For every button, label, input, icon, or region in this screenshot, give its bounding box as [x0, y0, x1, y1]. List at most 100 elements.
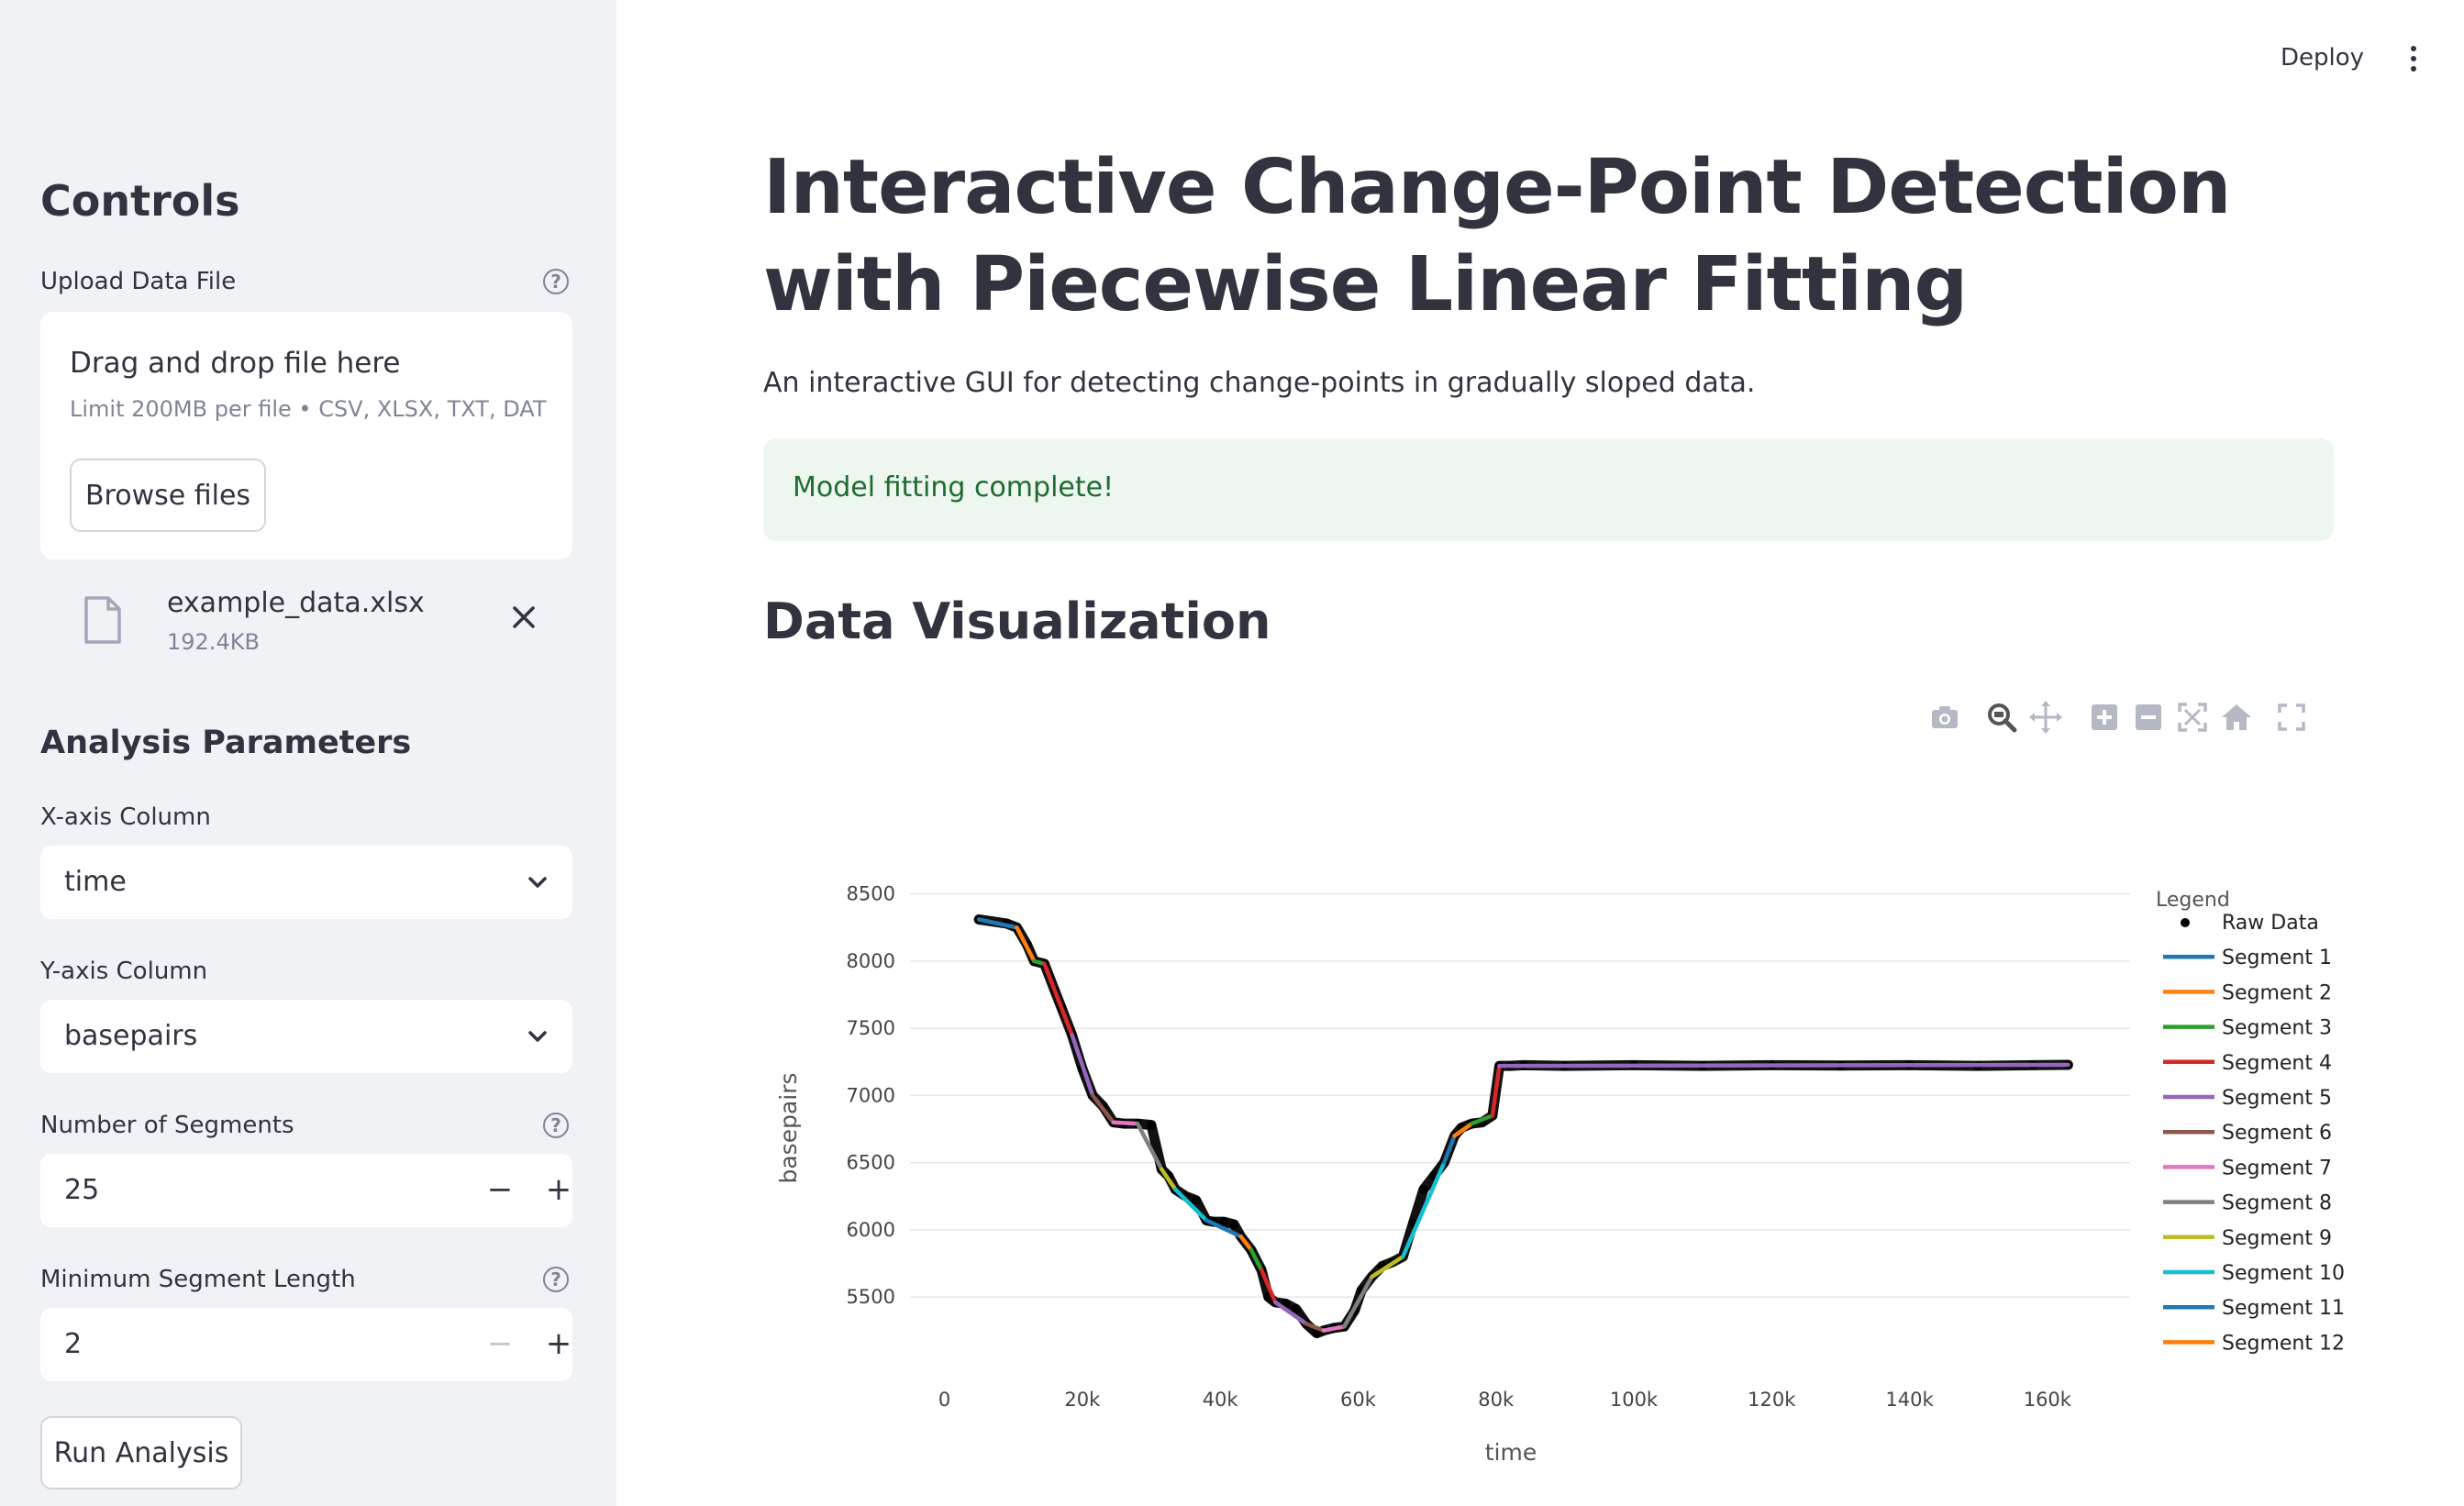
- y-tick-label: 6500: [847, 1152, 895, 1174]
- segment-line: [1452, 1121, 1474, 1138]
- run-analysis-button[interactable]: Run Analysis: [40, 1416, 242, 1489]
- segments-value[interactable]: 25: [64, 1174, 100, 1206]
- chart[interactable]: 5500 6000 6500 7000 7500 8000 8500 0 20k 40k 60k 8…: [763, 807, 2359, 1467]
- help-icon[interactable]: ?: [543, 269, 569, 294]
- segment-line: [1321, 1324, 1347, 1333]
- help-icon[interactable]: ?: [543, 1267, 569, 1292]
- deploy-button[interactable]: Deploy: [2281, 44, 2365, 72]
- increment-button[interactable]: +: [545, 1171, 572, 1208]
- camera-icon[interactable]: [1926, 699, 1963, 736]
- fullscreen-icon[interactable]: [2273, 699, 2310, 736]
- legend-item-label: Segment 7: [2222, 1157, 2332, 1179]
- decrement-button[interactable]: −: [486, 1171, 514, 1208]
- zoom-in-icon[interactable]: [2086, 699, 2123, 736]
- alert-text: Model fitting complete!: [793, 471, 1115, 504]
- chevron-down-icon: [528, 1031, 547, 1042]
- legend-item-label: Segment 4: [2222, 1052, 2332, 1075]
- sidebar: Controls Upload Data File ? Drag and dro…: [0, 0, 616, 1506]
- segment-line: [1160, 1167, 1178, 1192]
- min-length-value[interactable]: 2: [64, 1328, 83, 1360]
- dropzone-limit: Limit 200MB per file • CSV, XLSX, TXT, D…: [70, 396, 547, 422]
- legend-item-label: Raw Data: [2222, 912, 2319, 935]
- zoom-icon[interactable]: [1983, 699, 2020, 736]
- legend-item-label: Segment 3: [2222, 1017, 2332, 1040]
- segment-line: [976, 917, 1019, 930]
- raw-data-point: [1218, 1217, 1228, 1227]
- file-dropzone[interactable]: Drag and drop file here Limit 200MB per …: [40, 312, 572, 559]
- segments-label: Number of Segments: [40, 1112, 294, 1139]
- segment-line: [1204, 1218, 1243, 1239]
- controls-heading: Controls: [40, 176, 240, 226]
- reset-axes-icon[interactable]: [2218, 699, 2255, 736]
- analysis-heading: Analysis Parameters: [40, 725, 412, 761]
- decrement-button[interactable]: −: [486, 1325, 514, 1362]
- raw-data-point: [1291, 1304, 1301, 1314]
- legend-item-label: Segment 8: [2222, 1192, 2332, 1215]
- zoom-out-icon[interactable]: [2130, 699, 2167, 736]
- segment-line: [1304, 1322, 1326, 1333]
- segment-line: [1042, 961, 1074, 1037]
- legend-item-label: Segment 1: [2222, 947, 2332, 969]
- y-tick-label: 8000: [847, 950, 895, 972]
- y-axis-label: Y-axis Column: [40, 958, 208, 985]
- raw-data-point: [1146, 1120, 1156, 1130]
- uploaded-file: example_data.xlsx 192.4KB: [40, 578, 572, 660]
- raw-data-trace: [973, 914, 2073, 1339]
- segment-line: [1490, 1063, 1502, 1118]
- legend-item-label: Segment 11: [2222, 1297, 2345, 1320]
- segment-line: [1470, 1113, 1495, 1126]
- x-tick-label: 140k: [1885, 1389, 1934, 1411]
- x-tick-label: 80k: [1478, 1389, 1515, 1411]
- x-axis-title: time: [1485, 1439, 1537, 1466]
- segment-line: [1401, 1160, 1447, 1259]
- x-tick-label: 160k: [2024, 1389, 2072, 1411]
- segment-line: [1070, 1033, 1095, 1098]
- y-tick-label: 6000: [847, 1219, 895, 1241]
- file-name: example_data.xlsx: [167, 587, 425, 619]
- legend-item-label: Segment 10: [2222, 1262, 2345, 1285]
- dropzone-text: Drag and drop file here: [70, 347, 401, 380]
- segment-line: [1238, 1234, 1254, 1253]
- x-axis-select[interactable]: time: [40, 846, 572, 919]
- segment-line: [1272, 1300, 1309, 1326]
- segment-line: [1370, 1254, 1405, 1279]
- segment-line: [1249, 1247, 1264, 1273]
- legend-item-label: Segment 6: [2222, 1122, 2332, 1145]
- raw-data-point: [1191, 1195, 1201, 1205]
- main-menu-icon[interactable]: [2411, 46, 2420, 76]
- legend: Legend Raw Data Segment 1 Segment 2 Segment…: [2156, 889, 2345, 1355]
- x-axis-label: X-axis Column: [40, 803, 211, 831]
- y-axis-select[interactable]: basepairs: [40, 1000, 572, 1073]
- segment-line: [1015, 925, 1037, 964]
- segment-line: [1090, 1093, 1115, 1124]
- min-length-label: Minimum Segment Length: [40, 1266, 356, 1293]
- min-length-number-input[interactable]: 2 − +: [40, 1308, 572, 1381]
- legend-item-label: Segment 12: [2222, 1332, 2345, 1355]
- x-tick-label: 60k: [1340, 1389, 1377, 1411]
- legend-item-label: Segment 2: [2222, 981, 2332, 1004]
- upload-label: Upload Data File: [40, 268, 237, 295]
- chevron-down-icon: [528, 877, 547, 888]
- legend-item-label: Segment 9: [2222, 1227, 2332, 1250]
- x-tick-label: 100k: [1610, 1389, 1659, 1411]
- pan-icon[interactable]: [2027, 699, 2064, 736]
- segments-number-input[interactable]: 25 − +: [40, 1154, 572, 1227]
- increment-button[interactable]: +: [545, 1325, 572, 1362]
- x-tick-label: 120k: [1748, 1389, 1796, 1411]
- browse-files-button[interactable]: Browse files: [70, 459, 266, 532]
- legend-marker: [2181, 918, 2190, 927]
- help-icon[interactable]: ?: [543, 1113, 569, 1138]
- y-tick-label: 7500: [847, 1017, 895, 1039]
- raw-data-point: [1418, 1184, 1428, 1194]
- x-tick-label: 20k: [1064, 1389, 1101, 1411]
- legend-title: Legend: [2156, 889, 2230, 912]
- x-axis-value: time: [64, 866, 127, 898]
- file-icon: [84, 596, 121, 644]
- segment-line: [1442, 1134, 1457, 1165]
- autoscale-icon[interactable]: [2174, 699, 2211, 736]
- y-tick-label: 7000: [847, 1084, 895, 1106]
- page-subtitle: An interactive GUI for detecting change-…: [763, 367, 1756, 399]
- close-icon[interactable]: [510, 604, 538, 631]
- y-tick-label: 8500: [847, 883, 895, 905]
- file-size: 192.4KB: [167, 629, 260, 655]
